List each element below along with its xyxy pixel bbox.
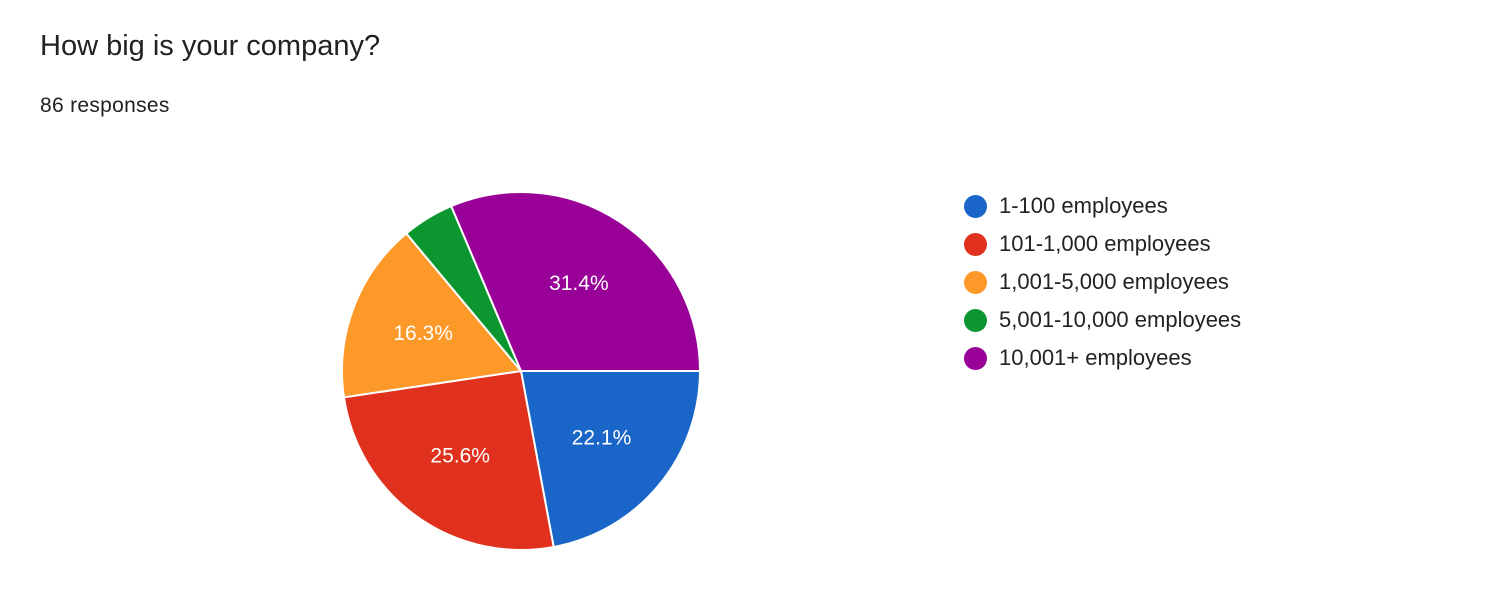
legend-item: 10,001+ employees [964, 339, 1241, 377]
pie-slice-label: 31.4% [549, 272, 609, 295]
legend-swatch [964, 232, 987, 256]
legend-item: 5,001-10,000 employees [964, 301, 1241, 339]
legend-swatch [964, 346, 987, 370]
legend-label: 10,001+ employees [999, 345, 1192, 370]
legend-label: 5,001-10,000 employees [999, 307, 1242, 332]
legend-swatch [964, 308, 987, 332]
pie-slice-label: 22.1% [572, 426, 632, 449]
legend-label: 1,001-5,000 employees [999, 269, 1229, 294]
pie-slice [342, 370, 555, 551]
legend-label: 101-1,000 employees [999, 231, 1211, 256]
response-count: 86 responses [40, 94, 170, 117]
pie-slice [520, 370, 701, 548]
pie-slice [450, 191, 701, 372]
pie-slices [341, 191, 701, 551]
pie-labels: 22.1% 25.6% 16.3% 31.4% [393, 272, 631, 468]
legend-item: 101-1,000 employees [964, 225, 1241, 263]
legend-swatch [964, 194, 987, 218]
legend-label: 1-100 employees [999, 193, 1168, 218]
pie-slice-label: 25.6% [430, 445, 490, 468]
chart-legend: 1-100 employees 101-1,000 employees 1,001-… [964, 187, 1241, 377]
legend-item: 1-100 employees [964, 187, 1241, 225]
pie-slice-label: 16.3% [393, 322, 453, 345]
pie-chart: 22.1% 25.6% 16.3% 31.4% [341, 191, 701, 551]
legend-swatch [964, 270, 987, 294]
pie-slice [341, 232, 522, 399]
question-title: How big is your company? [40, 30, 381, 62]
legend-item: 1,001-5,000 employees [964, 263, 1241, 301]
